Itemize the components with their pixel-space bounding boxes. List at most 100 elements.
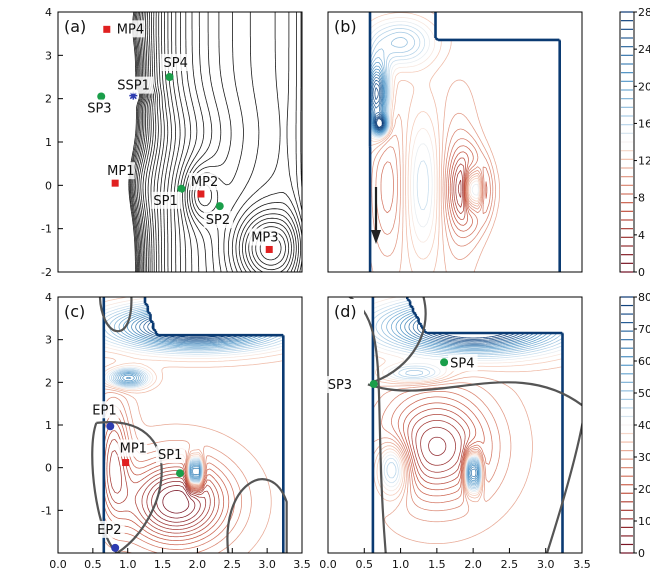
y-tick-label: 4 bbox=[45, 291, 52, 304]
panel-label-background bbox=[330, 299, 364, 323]
x-tick-label: 1.5 bbox=[154, 558, 172, 571]
minimum-point-marker bbox=[103, 25, 111, 33]
saddle-point-marker bbox=[176, 469, 184, 478]
contour-line bbox=[128, 12, 140, 272]
y-tick-label: 4 bbox=[45, 6, 52, 19]
point-label: EP1 bbox=[92, 403, 116, 418]
colorbar-tick-label: 12 bbox=[638, 155, 650, 168]
colorbar-tick-label: 50 bbox=[638, 387, 650, 400]
x-tick-label: 0.5 bbox=[356, 558, 374, 571]
point-label-background bbox=[117, 439, 148, 457]
contour-line bbox=[150, 12, 159, 272]
contour-line bbox=[132, 12, 145, 272]
separatrix-curve bbox=[226, 478, 288, 553]
point-label-background bbox=[90, 401, 120, 419]
plot-frame bbox=[327, 11, 583, 273]
point-label: SP1 bbox=[153, 194, 177, 209]
point-label-background bbox=[203, 211, 234, 229]
point-label: SP3 bbox=[87, 102, 111, 117]
point-label: SP2 bbox=[206, 213, 230, 228]
separatrix-curve bbox=[91, 421, 163, 553]
x-tick-label: 3.0 bbox=[258, 558, 276, 571]
point-label-background bbox=[249, 228, 279, 246]
contour-line bbox=[156, 12, 165, 272]
panel-label: (c) bbox=[64, 302, 85, 321]
contour-line bbox=[186, 12, 222, 272]
panel-label-background bbox=[330, 14, 364, 38]
colorbar-tick-label: 10 bbox=[638, 515, 650, 528]
contour-line bbox=[176, 12, 192, 272]
y-tick-label: 2 bbox=[45, 93, 52, 106]
y-tick-label: 0 bbox=[45, 462, 52, 475]
contour-line bbox=[131, 12, 144, 272]
point-label-background bbox=[151, 191, 181, 209]
contour-line bbox=[368, 12, 561, 272]
point-label: MP3 bbox=[251, 230, 278, 245]
x-tick-label: 2.5 bbox=[224, 558, 242, 571]
contour-line bbox=[235, 202, 301, 272]
x-tick-label: 2.0 bbox=[189, 558, 207, 571]
contour-set bbox=[91, 297, 288, 553]
contour-line bbox=[136, 12, 148, 272]
saddle-point-marker bbox=[440, 358, 449, 367]
contour-set bbox=[368, 12, 561, 272]
colorbar-tick-label: 80 bbox=[638, 291, 650, 304]
contour-line bbox=[242, 213, 297, 272]
point-label: SP3 bbox=[328, 378, 352, 393]
colorbar-tick-label: 4 bbox=[638, 229, 645, 242]
point-label-background bbox=[114, 20, 145, 38]
saddle-point-marker bbox=[165, 73, 174, 81]
colorbar-tick-label: 60 bbox=[638, 355, 650, 368]
point-label-background bbox=[188, 173, 219, 190]
y-tick-label: 1 bbox=[45, 136, 52, 149]
contour-line bbox=[179, 12, 198, 272]
point-label-background bbox=[448, 354, 478, 372]
contour-line bbox=[170, 12, 181, 272]
point-label: SSP1 bbox=[117, 79, 150, 94]
second-order-saddle-marker bbox=[129, 91, 138, 100]
y-tick-label: 3 bbox=[45, 334, 52, 347]
panel-label: (b) bbox=[334, 17, 357, 36]
point-label: MP1 bbox=[107, 164, 134, 179]
saddle-point-marker bbox=[215, 202, 224, 211]
point-label-background bbox=[115, 76, 154, 94]
contour-line bbox=[153, 12, 162, 272]
colorbar-tick-label: 20 bbox=[638, 483, 650, 496]
separatrix-curve bbox=[98, 297, 133, 333]
saddle-point-marker bbox=[177, 184, 186, 193]
x-tick-label: 0.5 bbox=[84, 558, 102, 571]
point-label: EP2 bbox=[97, 523, 121, 538]
contour-line bbox=[145, 12, 154, 272]
contour-line bbox=[372, 82, 385, 130]
saddle-point-marker bbox=[369, 380, 378, 389]
extremal-point-marker bbox=[106, 422, 115, 431]
point-label-background bbox=[105, 162, 135, 180]
x-tick-label: 2.5 bbox=[501, 558, 519, 571]
minimum-point-marker bbox=[111, 179, 119, 187]
contour-line bbox=[133, 12, 146, 272]
panel-label: (d) bbox=[334, 302, 357, 321]
point-label: MP2 bbox=[191, 175, 218, 190]
point-label: SP4 bbox=[164, 56, 188, 71]
contour-line bbox=[375, 116, 384, 129]
colorbar-tick-label: 8 bbox=[638, 192, 645, 205]
separatrix-curve bbox=[367, 381, 582, 407]
contour-line bbox=[142, 12, 153, 272]
separatrix-curve bbox=[371, 297, 427, 384]
minimum-point-marker bbox=[197, 190, 205, 198]
direction-arrow-head bbox=[371, 230, 381, 244]
extremal-point-marker bbox=[111, 543, 120, 552]
contour-line bbox=[370, 76, 385, 131]
contour-line bbox=[376, 117, 383, 128]
minimum-point-marker bbox=[122, 459, 130, 467]
x-tick-label: 3.5 bbox=[293, 558, 311, 571]
contour-line bbox=[182, 12, 205, 272]
contour-line bbox=[129, 12, 141, 272]
saddle-point-marker bbox=[97, 92, 106, 101]
y-tick-label: -2 bbox=[41, 266, 52, 279]
contour-line bbox=[163, 12, 172, 272]
point-label: MP1 bbox=[120, 442, 147, 457]
point-label: SP1 bbox=[158, 448, 182, 463]
panel-label-background bbox=[60, 14, 94, 38]
